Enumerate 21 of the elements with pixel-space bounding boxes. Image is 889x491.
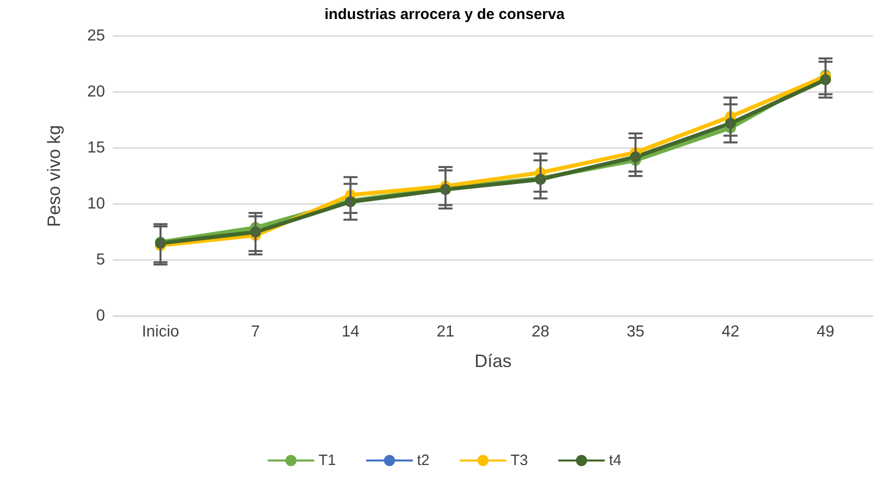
x-tick-label: 35 xyxy=(626,324,644,340)
x-tick-label: 21 xyxy=(436,324,454,340)
y-tick-label: 20 xyxy=(87,84,106,100)
chart-title: industrias arrocera y de conserva xyxy=(324,6,566,23)
y-tick-label: 15 xyxy=(87,140,106,156)
y-tick-label: 5 xyxy=(96,252,106,268)
legend-label: t4 xyxy=(609,452,622,469)
legend-label: t2 xyxy=(416,452,430,469)
x-tick-label: 7 xyxy=(251,324,260,340)
legend-label: T1 xyxy=(318,452,336,469)
y-tick-label: 25 xyxy=(87,28,106,44)
x-axis-title: Días xyxy=(474,351,512,371)
x-tick-label: 28 xyxy=(532,324,550,340)
x-tick-label: 42 xyxy=(722,324,740,340)
x-tick-label: 49 xyxy=(816,324,834,340)
legend-label: T3 xyxy=(510,452,528,469)
x-tick-label: 14 xyxy=(342,324,360,340)
y-tick-label: 0 xyxy=(96,308,106,324)
y-tick-label: 10 xyxy=(87,196,106,212)
x-tick-label: Inicio xyxy=(142,324,180,340)
y-axis-title: Peso vivo kg xyxy=(44,124,64,228)
